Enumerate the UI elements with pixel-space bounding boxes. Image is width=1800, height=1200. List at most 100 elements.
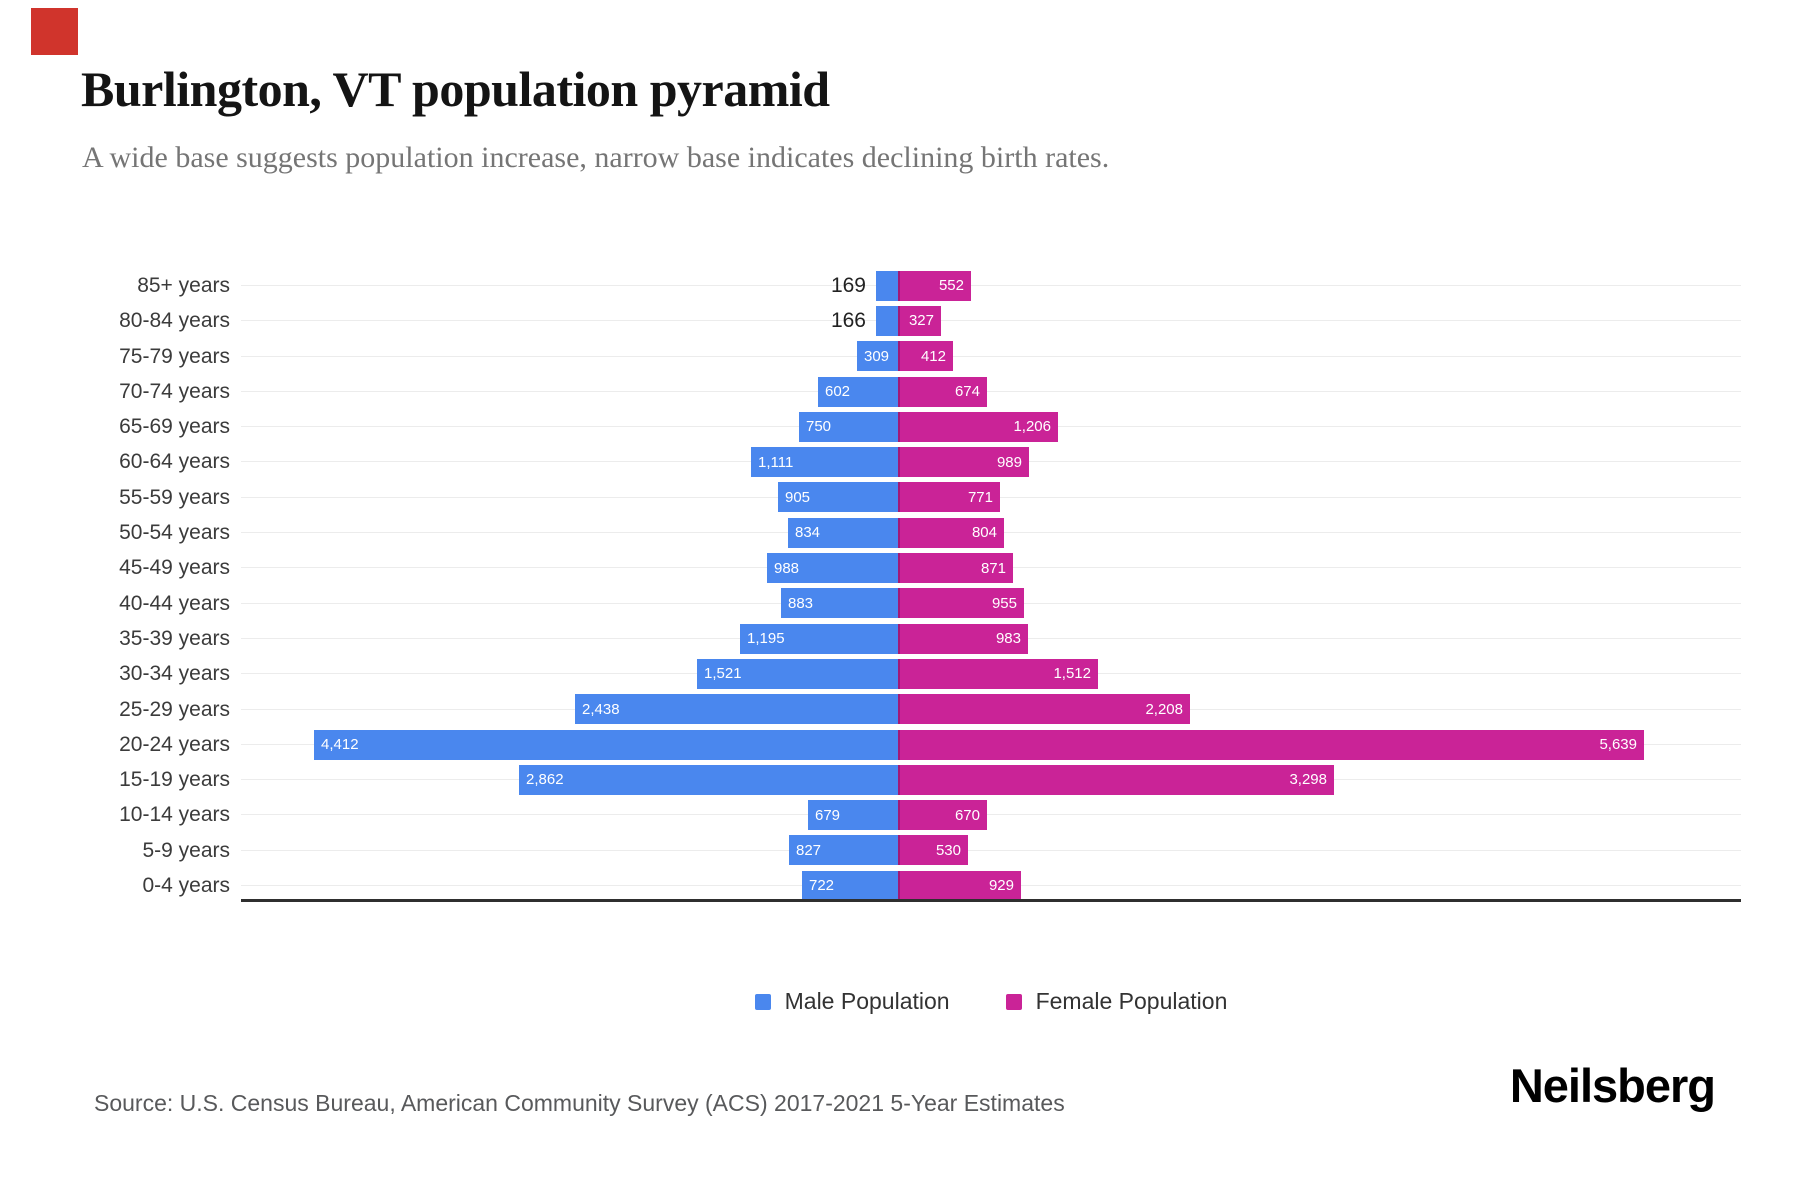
female-value-label: 871 (980, 559, 1006, 577)
male-bar (876, 305, 898, 336)
age-group-label: 0-4 years (142, 874, 230, 898)
male-value-label: 750 (806, 418, 832, 436)
female-bar: 804 (898, 517, 1004, 548)
female-value-label: 771 (967, 488, 993, 506)
legend-item-female: Female Population (1005, 988, 1228, 1015)
female-bar: 327 (898, 305, 941, 336)
female-value-label: 804 (971, 524, 997, 542)
male-bar (876, 270, 898, 301)
male-bar: 602 (818, 376, 898, 407)
male-value-label: 722 (809, 877, 835, 895)
legend-label-male: Male Population (784, 988, 950, 1014)
x-axis-baseline (241, 899, 1741, 902)
male-bar: 309 (857, 341, 898, 372)
male-value-label: 2,862 (526, 771, 564, 789)
age-group-label: 85+ years (137, 274, 230, 297)
female-bar: 552 (898, 270, 971, 301)
pyramid-row: 30-34 years 1,521 1,512 (0, 656, 1800, 691)
female-value-label: 670 (954, 806, 980, 824)
age-group-label: 75-79 years (119, 344, 230, 368)
age-group-label: 25-29 years (119, 697, 230, 721)
male-bar: 905 (778, 482, 898, 513)
male-bar: 883 (781, 588, 898, 619)
female-bar: 670 (898, 800, 987, 831)
age-group-label: 55-59 years (119, 485, 230, 509)
female-bar: 412 (898, 341, 953, 372)
female-bar: 3,298 (898, 764, 1334, 795)
pyramid-row: 50-54 years 834 804 (0, 515, 1800, 550)
female-value-label: 929 (988, 877, 1014, 895)
male-value-label: 602 (825, 383, 851, 401)
row-gridline (241, 390, 1741, 392)
female-value-label: 3,298 (1289, 771, 1327, 789)
female-bar: 1,512 (898, 658, 1098, 689)
pyramid-row: 85+ years 169 552 (0, 268, 1800, 303)
female-value-label: 955 (991, 594, 1017, 612)
age-group-label: 35-39 years (119, 626, 230, 650)
pyramid-row: 65-69 years 750 1,206 (0, 409, 1800, 444)
row-gridline (241, 355, 1741, 357)
pyramid-row: 60-64 years 1,111 989 (0, 444, 1800, 479)
male-value-label: 166 (830, 309, 866, 333)
male-bar: 722 (802, 870, 898, 901)
male-bar: 2,862 (519, 764, 898, 795)
red-marker-square (31, 8, 78, 55)
source-attribution: Source: U.S. Census Bureau, American Com… (94, 1090, 1065, 1116)
row-gridline (241, 320, 1741, 322)
age-group-label: 70-74 years (119, 379, 230, 403)
neilsberg-logo: Neilsberg (1509, 1059, 1716, 1112)
pyramid-row: 15-19 years 2,862 3,298 (0, 762, 1800, 797)
female-swatch-icon (1005, 993, 1022, 1010)
male-value-label: 169 (830, 274, 866, 297)
pyramid-row: 75-79 years 309 412 (0, 339, 1800, 374)
legend-item-male: Male Population (754, 988, 950, 1015)
male-value-label: 905 (785, 488, 811, 506)
male-value-label: 988 (774, 559, 800, 577)
female-bar: 771 (898, 482, 1000, 513)
female-bar: 955 (898, 588, 1024, 619)
pyramid-row: 70-74 years 602 674 (0, 374, 1800, 409)
male-bar: 4,412 (314, 729, 898, 760)
male-value-label: 1,521 (704, 665, 742, 683)
pyramid-row: 80-84 years 166 327 (0, 303, 1800, 338)
male-value-label: 679 (815, 806, 841, 824)
female-value-label: 1,206 (1013, 418, 1051, 436)
pyramid-row: 40-44 years 883 955 (0, 586, 1800, 621)
row-gridline (241, 285, 1741, 286)
male-bar: 2,438 (575, 694, 898, 725)
male-value-label: 2,438 (582, 700, 620, 718)
age-group-label: 5-9 years (142, 838, 230, 862)
male-bar: 679 (808, 800, 898, 831)
female-bar: 2,208 (898, 694, 1190, 725)
female-value-label: 5,639 (1599, 736, 1637, 754)
pyramid-row: 45-49 years 988 871 (0, 550, 1800, 585)
male-bar: 1,521 (697, 658, 898, 689)
age-group-label: 45-49 years (119, 556, 230, 580)
legend-label-female: Female Population (1035, 988, 1228, 1014)
male-bar: 750 (799, 411, 898, 442)
male-bar: 1,195 (740, 623, 898, 654)
female-value-label: 412 (920, 347, 946, 365)
pyramid-row: 10-14 years 679 670 (0, 797, 1800, 832)
female-bar: 674 (898, 376, 987, 407)
female-value-label: 989 (996, 453, 1022, 471)
male-bar: 988 (767, 553, 898, 584)
age-group-label: 20-24 years (119, 732, 230, 756)
age-group-label: 15-19 years (119, 768, 230, 792)
male-bar: 1,111 (751, 447, 898, 478)
female-value-label: 2,208 (1145, 700, 1183, 718)
age-group-label: 50-54 years (119, 521, 230, 545)
age-group-label: 65-69 years (119, 415, 230, 439)
female-bar: 5,639 (898, 729, 1644, 760)
row-gridline (241, 814, 1741, 816)
page-subtitle: A wide base suggests population increase… (82, 141, 1110, 174)
female-bar: 929 (898, 870, 1021, 901)
female-bar: 530 (898, 835, 968, 866)
page-title: Burlington, VT population pyramid (81, 61, 830, 117)
pyramid-row: 0-4 years 722 929 (0, 868, 1800, 903)
male-value-label: 883 (788, 594, 814, 612)
pyramid-row: 5-9 years 827 530 (0, 833, 1800, 868)
female-bar: 871 (898, 553, 1013, 584)
row-gridline (241, 849, 1741, 851)
